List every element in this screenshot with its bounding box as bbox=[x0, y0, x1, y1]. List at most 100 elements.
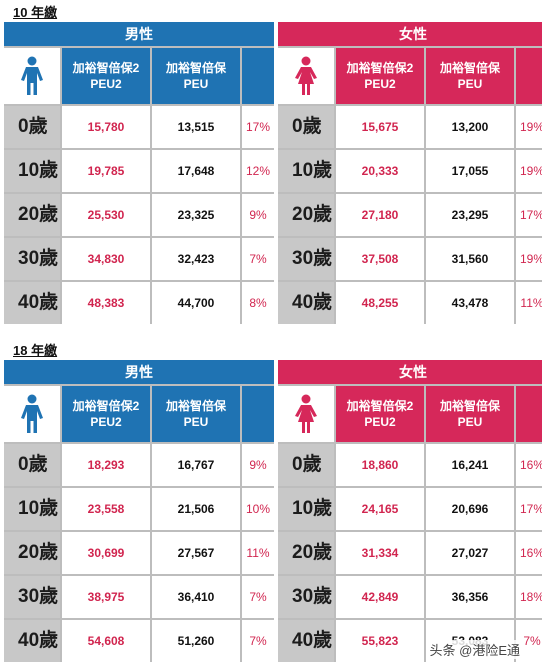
age-label: 20歲 bbox=[278, 532, 334, 574]
age-label: 40歲 bbox=[4, 620, 60, 662]
difference-percent-cell: 18% bbox=[516, 576, 542, 618]
peu2-premium-cell: 38,975 bbox=[62, 576, 150, 618]
age-label: 20歲 bbox=[4, 194, 60, 236]
peu2-premium-cell: 15,780 bbox=[62, 106, 150, 148]
peu2-premium-cell: 55,823 bbox=[336, 620, 424, 662]
difference-percent-cell: 11% bbox=[242, 532, 274, 574]
male-plan-name-line: 加裕智倍保 bbox=[165, 61, 226, 75]
peu-premium-cell: 31,560 bbox=[426, 238, 514, 280]
difference-percent-cell: 11% bbox=[516, 282, 542, 324]
peu-premium-cell: 27,027 bbox=[426, 532, 514, 574]
male-header: 男性 bbox=[4, 22, 274, 46]
difference-percent-cell: 19% bbox=[516, 106, 542, 148]
female-blank-header bbox=[516, 48, 542, 104]
female-plan-header-2: 加裕智倍保 PEU bbox=[426, 48, 514, 104]
peu-premium-cell: 13,200 bbox=[426, 106, 514, 148]
peu2-premium-cell: 54,608 bbox=[62, 620, 150, 662]
male-plan-name-line: 加裕智倍保2 bbox=[72, 61, 140, 75]
peu-premium-cell: 36,410 bbox=[152, 576, 240, 618]
peu-premium-cell: 16,241 bbox=[426, 444, 514, 486]
female-person-icon bbox=[295, 56, 317, 95]
peu2-premium-cell: 31,334 bbox=[336, 532, 424, 574]
female-plan-header-1: 加裕智倍保2 PEU2 bbox=[336, 386, 424, 442]
peu-premium-cell: 43,478 bbox=[426, 282, 514, 324]
age-label: 10歲 bbox=[4, 488, 60, 530]
peu-premium-cell: 21,506 bbox=[152, 488, 240, 530]
difference-percent-cell: 7% bbox=[242, 238, 274, 280]
peu2-premium-cell: 24,165 bbox=[336, 488, 424, 530]
peu2-premium-cell: 34,830 bbox=[62, 238, 150, 280]
female-table: 女性 加裕智倍保2 PEU2 加裕智倍保 PEU 0歲 18,860 16,241 16% 10歲… bbox=[278, 360, 542, 662]
female-table: 女性 加裕智倍保2 PEU2 加裕智倍保 PEU 0歲 15,675 13,200 19% 10歲… bbox=[278, 22, 542, 324]
peu-premium-cell: 16,767 bbox=[152, 444, 240, 486]
peu2-premium-cell: 30,699 bbox=[62, 532, 150, 574]
peu2-premium-cell: 48,383 bbox=[62, 282, 150, 324]
male-header: 男性 bbox=[4, 360, 274, 384]
age-label: 40歲 bbox=[278, 282, 334, 324]
female-plan-name-line: PEU2 bbox=[364, 77, 396, 91]
peu-premium-cell: 44,700 bbox=[152, 282, 240, 324]
female-icon-cell bbox=[278, 48, 334, 104]
age-label: 30歲 bbox=[278, 576, 334, 618]
age-label: 40歲 bbox=[278, 620, 334, 662]
female-icon-cell bbox=[278, 386, 334, 442]
section-1: 18 年繳 男性 加裕智倍保2 PEU2 加裕智倍保 PEU 0歲 18,293 16,767 9… bbox=[0, 338, 542, 668]
female-blank-header bbox=[516, 386, 542, 442]
peu-premium-cell: 17,648 bbox=[152, 150, 240, 192]
age-label: 20歲 bbox=[4, 532, 60, 574]
peu2-premium-cell: 42,849 bbox=[336, 576, 424, 618]
female-plan-header-1: 加裕智倍保2 PEU2 bbox=[336, 48, 424, 104]
female-plan-name-line: PEU bbox=[457, 77, 483, 91]
age-label: 40歲 bbox=[4, 282, 60, 324]
peu-premium-cell: 27,567 bbox=[152, 532, 240, 574]
male-plan-name-line: PEU2 bbox=[90, 415, 122, 429]
difference-percent-cell: 7% bbox=[242, 620, 274, 662]
difference-percent-cell: 8% bbox=[242, 282, 274, 324]
difference-percent-cell: 17% bbox=[242, 106, 274, 148]
difference-percent-cell: 16% bbox=[516, 532, 542, 574]
peu-premium-cell: 17,055 bbox=[426, 150, 514, 192]
age-label: 10歲 bbox=[4, 150, 60, 192]
peu2-premium-cell: 27,180 bbox=[336, 194, 424, 236]
age-label: 30歲 bbox=[4, 576, 60, 618]
age-label: 10歲 bbox=[278, 150, 334, 192]
section-title: 10 年繳 bbox=[13, 5, 58, 20]
peu2-premium-cell: 15,675 bbox=[336, 106, 424, 148]
difference-percent-cell: 17% bbox=[516, 194, 542, 236]
male-person-icon bbox=[21, 56, 43, 95]
male-plan-header-1: 加裕智倍保2 PEU2 bbox=[62, 48, 150, 104]
peu-premium-cell: 51,260 bbox=[152, 620, 240, 662]
male-icon-cell bbox=[4, 48, 60, 104]
difference-percent-cell: 9% bbox=[242, 194, 274, 236]
peu-premium-cell: 23,295 bbox=[426, 194, 514, 236]
peu-premium-cell: 36,356 bbox=[426, 576, 514, 618]
male-plan-name-line: PEU2 bbox=[90, 77, 122, 91]
age-label: 10歲 bbox=[278, 488, 334, 530]
difference-percent-cell: 7% bbox=[242, 576, 274, 618]
difference-percent-cell: 12% bbox=[242, 150, 274, 192]
male-table: 男性 加裕智倍保2 PEU2 加裕智倍保 PEU 0歲 15,780 13,515 17% 10歲… bbox=[4, 22, 274, 324]
difference-percent-cell: 19% bbox=[516, 150, 542, 192]
male-icon-cell bbox=[4, 386, 60, 442]
male-plan-name-line: PEU bbox=[183, 415, 209, 429]
female-plan-name-line: 加裕智倍保2 bbox=[346, 61, 414, 75]
male-table: 男性 加裕智倍保2 PEU2 加裕智倍保 PEU 0歲 18,293 16,767 9% 10歲 2… bbox=[4, 360, 274, 662]
peu-premium-cell: 32,423 bbox=[152, 238, 240, 280]
male-person-icon bbox=[21, 394, 43, 433]
female-person-icon bbox=[295, 394, 317, 433]
peu-premium-cell: 13,515 bbox=[152, 106, 240, 148]
watermark: 头条 @港险E通 bbox=[425, 640, 524, 659]
female-plan-name-line: PEU bbox=[457, 415, 483, 429]
peu2-premium-cell: 18,293 bbox=[62, 444, 150, 486]
peu2-premium-cell: 19,785 bbox=[62, 150, 150, 192]
female-plan-name-line: 加裕智倍保 bbox=[439, 61, 500, 75]
female-plan-name-line: PEU2 bbox=[364, 415, 396, 429]
female-header: 女性 bbox=[278, 360, 542, 384]
peu2-premium-cell: 18,860 bbox=[336, 444, 424, 486]
peu2-premium-cell: 20,333 bbox=[336, 150, 424, 192]
difference-percent-cell: 16% bbox=[516, 444, 542, 486]
female-plan-name-line: 加裕智倍保 bbox=[439, 399, 500, 413]
peu-premium-cell: 23,325 bbox=[152, 194, 240, 236]
female-plan-name-line: 加裕智倍保2 bbox=[346, 399, 414, 413]
male-plan-header-2: 加裕智倍保 PEU bbox=[152, 48, 240, 104]
